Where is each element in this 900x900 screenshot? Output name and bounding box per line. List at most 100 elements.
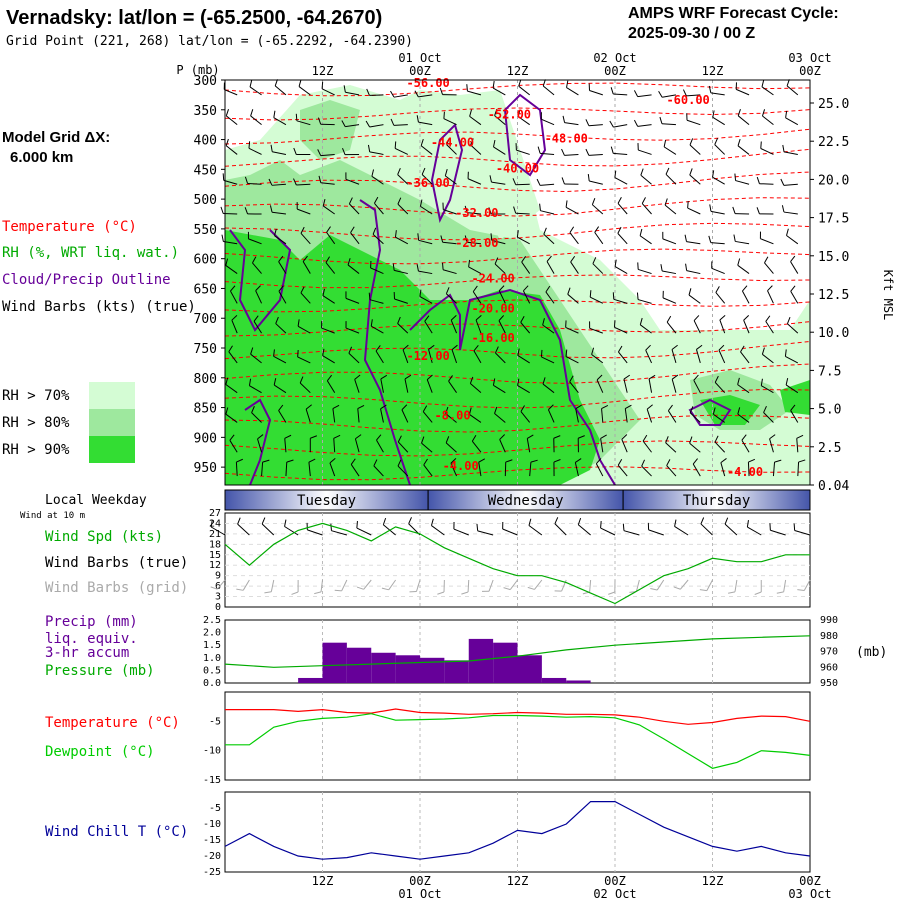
wind-barb (561, 148, 579, 156)
surface-wind-barb-grid (334, 579, 348, 592)
temperature-label: Temperature (°C) (45, 715, 180, 731)
wind-barb (451, 344, 458, 364)
wind-barb (589, 321, 603, 334)
wind-barb (547, 404, 555, 423)
temp-tick-label: -5 (209, 716, 221, 727)
wind-barb (278, 404, 287, 423)
precip-bar (322, 642, 347, 683)
wind-barb (469, 376, 482, 394)
wind-barb (464, 205, 481, 215)
wind-barb (522, 285, 531, 304)
wind-barbs-true-label: Wind Barbs (true) (45, 555, 188, 571)
wind-barb (692, 458, 701, 477)
surface-wind-barb-grid (210, 579, 226, 590)
precip-bar (566, 680, 591, 683)
wind-barb (596, 374, 604, 393)
wind-barb (220, 206, 238, 215)
wind-tick-label: 0 (215, 602, 221, 613)
wind-barb (504, 459, 513, 477)
surface-wind-barb-true (700, 517, 713, 536)
wind-barb (366, 88, 384, 96)
wind-barb (368, 292, 384, 304)
wind-barb (689, 406, 701, 423)
wind-barb (225, 138, 238, 155)
wind-barb (617, 458, 628, 477)
wind-barb (595, 458, 604, 477)
wind-barb (273, 378, 287, 394)
wind-barb (709, 204, 725, 215)
surface-wind-barb-true (502, 522, 518, 536)
wind-barb (354, 374, 361, 393)
wind-barb (252, 256, 262, 274)
wind-barb (759, 231, 774, 245)
wind-barb (780, 178, 798, 186)
height-tick-label: 10.0 (818, 326, 849, 341)
wind-barb (637, 262, 652, 275)
wind-barb (740, 345, 750, 364)
pressure-tick-label: 700 (194, 312, 217, 327)
wind-barb (223, 82, 238, 96)
wind-barb (633, 119, 652, 127)
wind-barb (641, 197, 652, 215)
wind-barb (473, 345, 482, 364)
surface-wind-barb-grid (437, 579, 445, 595)
wind-barb (302, 255, 311, 274)
wind-barb (424, 315, 433, 334)
bottom-date-label: 02 Oct (593, 887, 636, 900)
temperature-label-0: -56.00 (406, 76, 449, 90)
height-tick-label: 25.0 (818, 97, 849, 112)
wind-barb (539, 203, 555, 215)
wind-barb (299, 376, 311, 394)
wind-barb (617, 345, 628, 364)
wind-barb (712, 170, 725, 185)
wind-barb (499, 434, 506, 453)
surface-wind-barb-grid (481, 579, 494, 592)
wind-barb (521, 256, 531, 274)
surface-wind-barb-true (476, 523, 494, 536)
wind-barb (229, 434, 238, 453)
wind-barb (270, 144, 287, 155)
cross-section-wind-barbs (220, 79, 806, 477)
rh-legend-label-0: RH > 70% (2, 388, 70, 404)
wind-barb (512, 178, 530, 186)
surface-wind-barb-grid (314, 579, 323, 595)
wind-barb (357, 404, 365, 423)
wind-barb (373, 459, 384, 477)
wind-barb (561, 177, 579, 185)
pressure-tick-label: 400 (194, 134, 217, 149)
wind-barb (250, 347, 262, 364)
wind-barb (601, 405, 609, 423)
cloud-outline-1 (430, 123, 464, 224)
wind-barb (763, 405, 774, 423)
wind-barb (380, 374, 388, 393)
grid-point-label: Grid Point (221, 268) lat/lon = (-65.229… (6, 34, 413, 49)
wind-barb (708, 85, 725, 96)
wind-barb (767, 285, 774, 304)
forecast-cycle-label: AMPS WRF Forecast Cycle: (628, 5, 839, 22)
surface-wind-barb-true (330, 523, 348, 536)
pressure-tick-label: 650 (194, 282, 217, 297)
wind-barb (542, 377, 555, 394)
wind-barb (475, 315, 482, 334)
wind-barb (772, 459, 782, 477)
wind-barb (520, 316, 531, 334)
wind-barb (666, 315, 677, 334)
surface-wind-barb-grid (264, 579, 275, 594)
chill-tick-label: -20 (203, 851, 221, 862)
top-hour-label: 00Z (409, 64, 431, 78)
wind-barb (348, 197, 360, 215)
rh-legend-label-1: RH > 80% (2, 415, 70, 431)
wind-barb (737, 377, 750, 394)
chill-tick-label: -25 (203, 867, 221, 878)
surface-wind-barb-true (724, 517, 738, 536)
wind-barb (423, 458, 433, 477)
wind-barb (585, 148, 603, 156)
wind-barb (737, 258, 750, 274)
wind-barb (422, 405, 433, 423)
precip-tick-label: 0.0 (203, 678, 221, 689)
wind-barb (648, 374, 656, 393)
wind-barb (225, 407, 238, 423)
dewpoint-line (225, 713, 811, 769)
surface-wind-barb-true (237, 517, 250, 536)
wind-barb (251, 406, 262, 423)
